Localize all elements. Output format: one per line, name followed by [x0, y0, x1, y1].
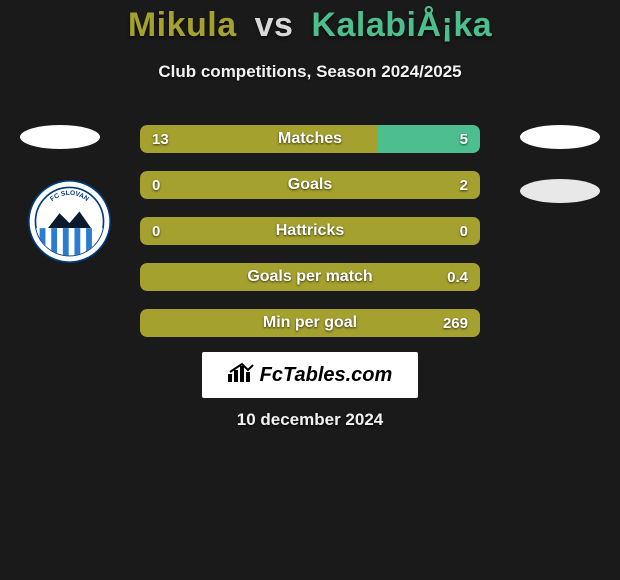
player2-photo-placeholder [520, 125, 600, 149]
comparison-infographic: Mikula vs KalabiÅ¡ka Club competitions, … [0, 0, 620, 580]
stat-row: Goals0 2 [140, 171, 480, 199]
chart-icon [228, 362, 254, 388]
stat-value-left: 0 [152, 171, 160, 199]
player2-name: KalabiÅ¡ka [311, 6, 492, 44]
stat-value-right: 269 [443, 309, 468, 337]
stat-value-right: 0.4 [447, 263, 468, 291]
stat-value-left: 0 [152, 217, 160, 245]
stat-row: Goals per match0.4 [140, 263, 480, 291]
player2-club-placeholder [520, 179, 600, 203]
player1-photo-placeholder [20, 125, 100, 149]
stat-value-right: 0 [460, 217, 468, 245]
page-title: Mikula vs KalabiÅ¡ka [0, 6, 620, 45]
stat-value-right: 5 [460, 125, 468, 153]
player1-name: Mikula [128, 6, 237, 44]
stat-row: Matches13 5 [140, 125, 480, 153]
player1-club-crest: FC SLOVAN LIBEREC [28, 180, 111, 263]
stat-value-left: 13 [152, 125, 169, 153]
stat-row: Min per goal269 [140, 309, 480, 337]
stat-label: Min per goal [140, 309, 480, 337]
vs-label: vs [255, 6, 294, 44]
stat-rows: Matches135Goals02Hattricks00Goals per ma… [140, 125, 480, 355]
brand-text: FcTables.com [260, 364, 393, 387]
stat-label: Goals per match [140, 263, 480, 291]
stat-row: Hattricks0 0 [140, 217, 480, 245]
stat-label: Hattricks [140, 217, 480, 245]
stat-label: Goals [140, 171, 480, 199]
brand-chip: FcTables.com [202, 352, 418, 398]
stat-value-right: 2 [460, 171, 468, 199]
date-line: 10 december 2024 [0, 410, 620, 430]
stat-label: Matches [140, 125, 480, 153]
subtitle: Club competitions, Season 2024/2025 [0, 62, 620, 82]
